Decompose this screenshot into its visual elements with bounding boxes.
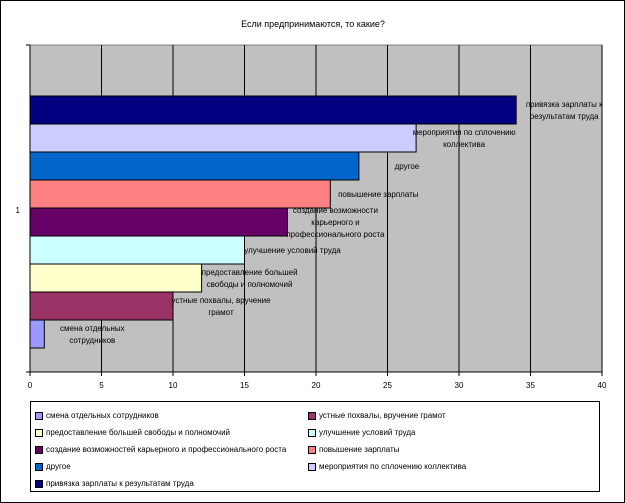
x-tick-label-40: 40 [598, 381, 607, 390]
bar-4 [29, 235, 245, 265]
x-tick-label-15: 15 [240, 381, 249, 390]
legend-swatch-9 [35, 479, 43, 488]
data-label-8-line-1: мероприятия по сплочению [413, 128, 516, 137]
legend-swatch-1 [35, 411, 43, 420]
legend-label-5: создание возможностей карьерного и профе… [46, 445, 287, 454]
legend-label-3: предоставление большей свободы и полномо… [46, 428, 231, 437]
legend: смена отдельных сотрудников устные похвал… [30, 401, 600, 492]
legend-label-6: повышение зарплаты [319, 445, 400, 454]
legend-label-7: другое [46, 462, 71, 471]
legend-swatch-2 [308, 411, 316, 420]
data-label-2-line-1: устные похвалы, вручение [171, 296, 271, 305]
legend-item-8: мероприятия по сплочению коллектива [308, 458, 578, 475]
data-label-1-line-1: смена отдельных [60, 324, 125, 333]
data-label-5-line-3: профессионального роста [286, 230, 385, 239]
bar-7 [29, 151, 360, 181]
legend-item-3: предоставление большей свободы и полномо… [35, 424, 308, 441]
legend-item-6: повышение зарплаты [308, 441, 578, 458]
legend-item-5: создание возможностей карьерного и профе… [35, 441, 308, 458]
bar-5 [29, 207, 288, 237]
data-label-3-line-2: свободы и полномочий [207, 280, 293, 289]
legend-label-9: привязка зарплаты к результатам труда [46, 479, 194, 488]
legend-swatch-3 [35, 428, 43, 437]
legend-label-8: мероприятия по сплочению коллектива [319, 462, 467, 471]
legend-item-1: смена отдельных сотрудников [35, 407, 308, 424]
x-tick-label-0: 0 [28, 381, 33, 390]
bar-3 [29, 263, 203, 293]
legend-label-2: устные похвалы, вручение грамот [319, 411, 446, 420]
data-label-6-line-1: повышение зарплаты [338, 190, 419, 199]
bar-8 [29, 123, 417, 153]
bar-9 [29, 95, 517, 125]
category-label: 1 [16, 206, 21, 215]
bar-2 [29, 291, 174, 321]
legend-label-4: улучшение условий труда [319, 428, 416, 437]
legend-swatch-6 [308, 445, 316, 454]
data-label-8-line-2: коллектива [443, 140, 486, 149]
legend-item-2: устные похвалы, вручение грамот [308, 407, 578, 424]
data-label-1-line-2: сотрудников [69, 336, 115, 345]
legend-item-9: привязка зарплаты к результатам труда [35, 475, 308, 492]
data-label-9-line-2: результатам труда [530, 112, 599, 121]
legend-swatch-8 [308, 462, 316, 471]
legend-label-1: смена отдельных сотрудников [46, 411, 159, 420]
data-label-5-line-2: карьерного и [311, 218, 359, 227]
chart-title: Если предпринимаются, то какие? [241, 19, 385, 29]
legend-swatch-7 [35, 462, 43, 471]
data-label-5-line-1: создание возможности [293, 206, 378, 215]
x-tick-label-10: 10 [169, 381, 178, 390]
data-label-4-line-1: улучшение условий труда [244, 246, 341, 255]
x-tick-label-20: 20 [312, 381, 321, 390]
x-tick-label-5: 5 [99, 381, 104, 390]
data-label-9-line-1: привязка зарплаты к [526, 100, 603, 109]
legend-swatch-4 [308, 428, 316, 437]
bar-6 [29, 179, 331, 209]
bar-1 [29, 319, 45, 349]
x-tick-label-25: 25 [383, 381, 392, 390]
chart-svg: Если предпринимаются, то какие? 1 0 5 10 15… [16, 19, 607, 390]
legend-item-4: улучшение условий труда [308, 424, 578, 441]
legend-swatch-5 [35, 445, 43, 454]
legend-item-7: другое [35, 458, 308, 475]
x-tick-label-35: 35 [526, 381, 535, 390]
data-label-2-line-2: грамот [208, 308, 234, 317]
data-label-3-line-1: предоставление большей [202, 268, 298, 277]
x-tick-label-30: 30 [455, 381, 464, 390]
data-label-7-line-1: другое [395, 162, 420, 171]
